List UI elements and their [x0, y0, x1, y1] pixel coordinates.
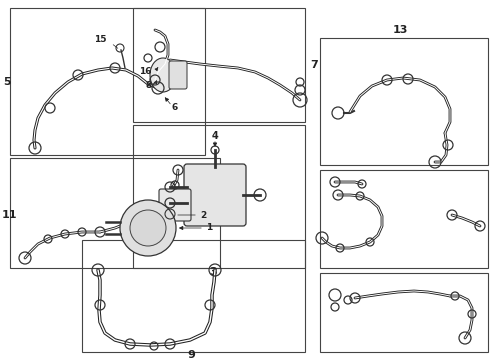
FancyBboxPatch shape [169, 61, 187, 89]
Text: 4: 4 [212, 131, 219, 141]
Bar [320, 38, 488, 165]
FancyBboxPatch shape [184, 164, 246, 226]
Text: 16: 16 [140, 68, 152, 77]
Text: 5: 5 [3, 77, 11, 87]
Bar [320, 170, 488, 268]
Text: 14: 14 [155, 216, 168, 225]
Text: 11: 11 [2, 210, 18, 220]
Text: 15: 15 [95, 36, 107, 45]
Bar [10, 8, 205, 155]
Text: 7: 7 [310, 60, 318, 70]
Bar [133, 125, 305, 268]
Text: 3: 3 [209, 267, 217, 277]
Bar [320, 273, 488, 352]
FancyBboxPatch shape [159, 189, 191, 221]
Circle shape [130, 210, 166, 246]
Ellipse shape [150, 58, 176, 92]
Bar [10, 158, 220, 268]
Text: 8: 8 [146, 81, 152, 90]
Bar [82, 240, 305, 352]
Text: 2: 2 [200, 211, 206, 220]
Bar [133, 8, 305, 122]
Circle shape [120, 200, 176, 256]
Text: 9: 9 [187, 350, 195, 360]
Text: 1: 1 [206, 224, 212, 233]
Text: 13: 13 [392, 25, 408, 35]
Text: 6: 6 [172, 104, 178, 112]
